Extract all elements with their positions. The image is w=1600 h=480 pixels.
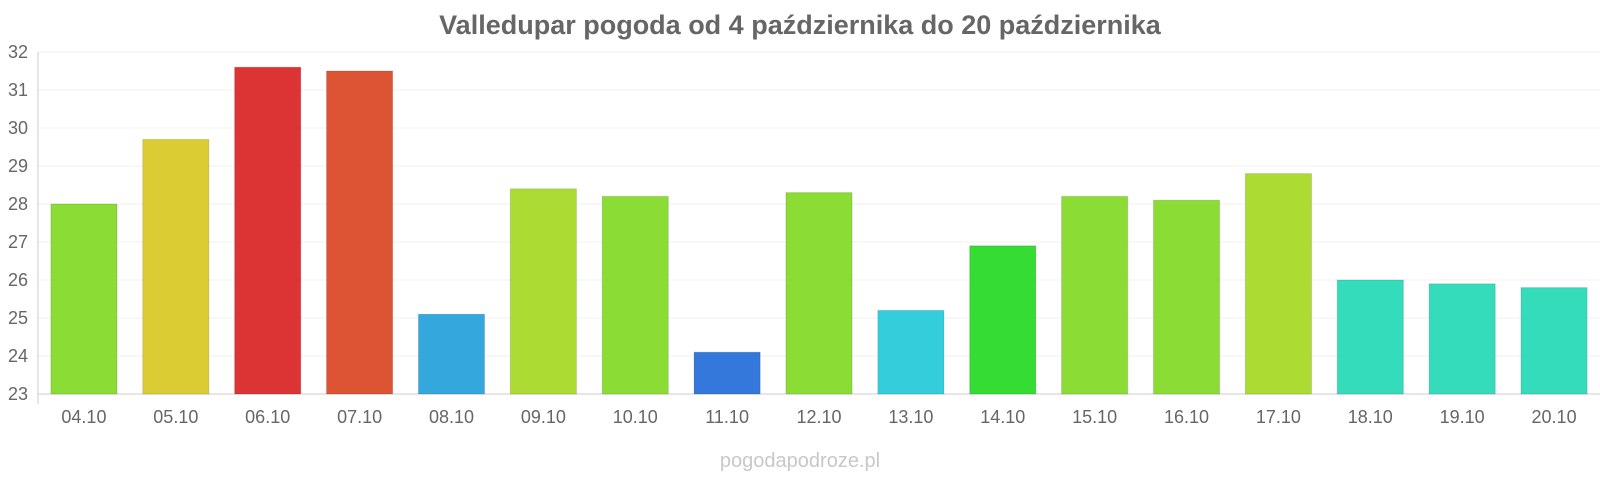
chart-title: Valledupar pogoda od 4 października do 2…	[439, 10, 1161, 40]
bar-08.10	[417, 313, 486, 395]
y-tick-label: 28	[8, 194, 28, 214]
bar-19.10	[1428, 283, 1496, 395]
bar-10.10	[601, 195, 669, 395]
y-tick-label: 31	[8, 80, 28, 100]
x-axis: 04.10 05.10 06.10 07.10 08.10 09.10 10.10 11.10…	[61, 407, 1576, 427]
x-tick-label: 08.10	[429, 407, 474, 427]
y-axis: 23 24 25 26 27 28 29 30 31 32	[8, 42, 39, 404]
bar-20.10	[1520, 287, 1588, 395]
x-tick-label: 09.10	[521, 407, 566, 427]
bar-07.10	[326, 70, 394, 395]
bar-12.10	[785, 192, 853, 395]
bar-05.10	[142, 138, 210, 395]
bar-15.10	[1061, 195, 1129, 395]
y-tick-label: 27	[8, 232, 28, 252]
x-tick-label: 17.10	[1256, 407, 1301, 427]
y-tick-label: 32	[8, 42, 28, 62]
bar-16.10	[1152, 199, 1221, 395]
x-tick-label: 20.10	[1532, 407, 1577, 427]
y-tick-label: 29	[8, 156, 28, 176]
bar-11.10	[693, 351, 761, 395]
x-tick-label: 05.10	[153, 407, 198, 427]
y-tick-label: 24	[8, 346, 28, 366]
y-tick-label: 25	[8, 308, 28, 328]
x-tick-label: 16.10	[1164, 407, 1209, 427]
x-tick-label: 07.10	[337, 407, 382, 427]
y-tick-label: 26	[8, 270, 28, 290]
watermark: pogodapodroze.pl	[719, 450, 881, 472]
bar-06.10	[234, 66, 302, 395]
bar-14.10	[969, 245, 1037, 395]
bar-09.10	[509, 188, 577, 395]
x-tick-label: 10.10	[613, 407, 658, 427]
x-tick-label: 04.10	[61, 407, 106, 427]
bar-18.10	[1336, 279, 1404, 395]
x-tick-label: 12.10	[796, 407, 841, 427]
y-tick-label: 23	[8, 384, 28, 404]
x-tick-label: 06.10	[245, 407, 290, 427]
y-tick-label: 30	[8, 118, 28, 138]
bars	[50, 66, 1588, 395]
bar-13.10	[877, 309, 945, 395]
x-tick-label: 14.10	[980, 407, 1025, 427]
bar-04.10	[50, 203, 118, 395]
bar-17.10	[1244, 173, 1312, 395]
x-tick-label: 18.10	[1348, 407, 1393, 427]
x-tick-label: 11.10	[705, 407, 749, 427]
x-tick-label: 19.10	[1440, 407, 1485, 427]
x-tick-label: 13.10	[888, 407, 933, 427]
x-tick-label: 15.10	[1072, 407, 1117, 427]
